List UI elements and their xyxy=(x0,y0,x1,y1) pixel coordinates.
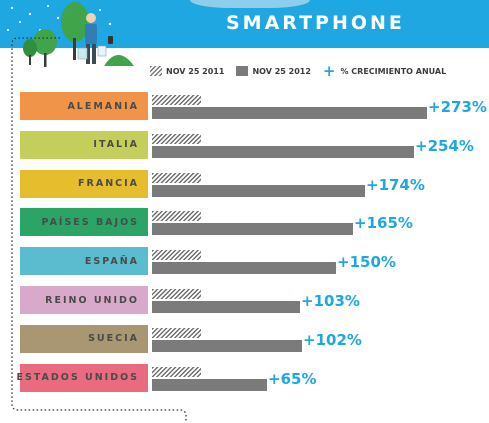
category-label: REINO UNIDO xyxy=(45,294,139,306)
bar-2012 xyxy=(152,107,427,119)
category-label: SUECIA xyxy=(88,333,139,345)
category-label-box: ALEMANIA xyxy=(20,92,148,120)
bar-2011 xyxy=(152,133,201,144)
growth-label: +150% xyxy=(337,253,396,272)
bar-2012 xyxy=(152,339,302,352)
bar-2012 xyxy=(152,301,300,313)
growth-label: +254% xyxy=(415,136,474,155)
header-wave-decoration xyxy=(190,0,310,8)
category-label-box: ESPAÑA xyxy=(20,247,148,276)
legend-label-growth: % CRECIMIENTO ANUAL xyxy=(340,66,447,76)
chart-row: ESTADOS UNIDOS +65% xyxy=(0,363,489,394)
sparkle-dots-icon xyxy=(7,5,112,31)
category-label-box: FRANCIA xyxy=(20,169,148,198)
growth-label: +273% xyxy=(428,98,487,116)
chart-row: FRANCIA +174% xyxy=(0,169,489,200)
bar-2012 xyxy=(152,378,267,391)
growth-label: +103% xyxy=(301,292,360,310)
category-label: FRANCIA xyxy=(78,178,139,190)
bar-2011 xyxy=(152,250,201,261)
legend-swatch-2012 xyxy=(236,66,249,76)
legend-plus-icon: + xyxy=(322,62,336,80)
growth-label: +65% xyxy=(268,369,317,388)
category-label: ITALIA xyxy=(93,139,139,151)
bar-2011 xyxy=(152,366,201,377)
bar-2011 xyxy=(152,327,201,338)
chart-row: SUECIA +102% xyxy=(0,324,489,355)
growth-label: +102% xyxy=(303,330,362,349)
bar-2011 xyxy=(152,172,201,183)
category-label: ESTADOS UNIDOS xyxy=(16,372,139,384)
bar-2012 xyxy=(152,145,414,158)
legend-label-2012: NOV 25 2012 xyxy=(252,66,311,76)
category-label-box: SUECIA xyxy=(20,324,148,353)
bar-2012 xyxy=(152,262,336,275)
growth-label: +165% xyxy=(354,214,413,233)
shopping-illustration xyxy=(7,2,134,67)
chart-row: REINO UNIDO +103% xyxy=(0,286,489,316)
chart-row: ALEMANIA +273% xyxy=(0,92,489,122)
chart-row: ESPAÑA +150% xyxy=(0,247,489,277)
category-label-box: ITALIA xyxy=(20,130,148,159)
chart-title: SMARTPHONE xyxy=(226,12,405,34)
bar-2011 xyxy=(152,95,201,105)
legend-swatch-2011 xyxy=(150,66,162,76)
chart-legend: NOV 25 2011 NOV 25 2012 + % CRECIMIENTO … xyxy=(150,62,458,80)
chart-row: PAÍSES BAJOS +165% xyxy=(0,208,489,238)
legend-label-2011: NOV 25 2011 xyxy=(166,66,225,76)
bar-2011 xyxy=(152,289,201,299)
category-label: PAÍSES BAJOS xyxy=(41,216,139,228)
chart-row: ITALIA +254% xyxy=(0,130,489,161)
category-label: ESPAÑA xyxy=(84,255,139,267)
category-label: ALEMANIA xyxy=(67,100,139,112)
bar-2012 xyxy=(152,184,365,197)
bar-2012 xyxy=(152,223,353,236)
category-label-box: REINO UNIDO xyxy=(20,286,148,314)
category-label-box: PAÍSES BAJOS xyxy=(20,208,148,237)
growth-label: +174% xyxy=(366,175,425,194)
bush-icon xyxy=(104,55,134,66)
bar-2011 xyxy=(152,211,201,222)
category-label-box: ESTADOS UNIDOS xyxy=(16,363,148,392)
